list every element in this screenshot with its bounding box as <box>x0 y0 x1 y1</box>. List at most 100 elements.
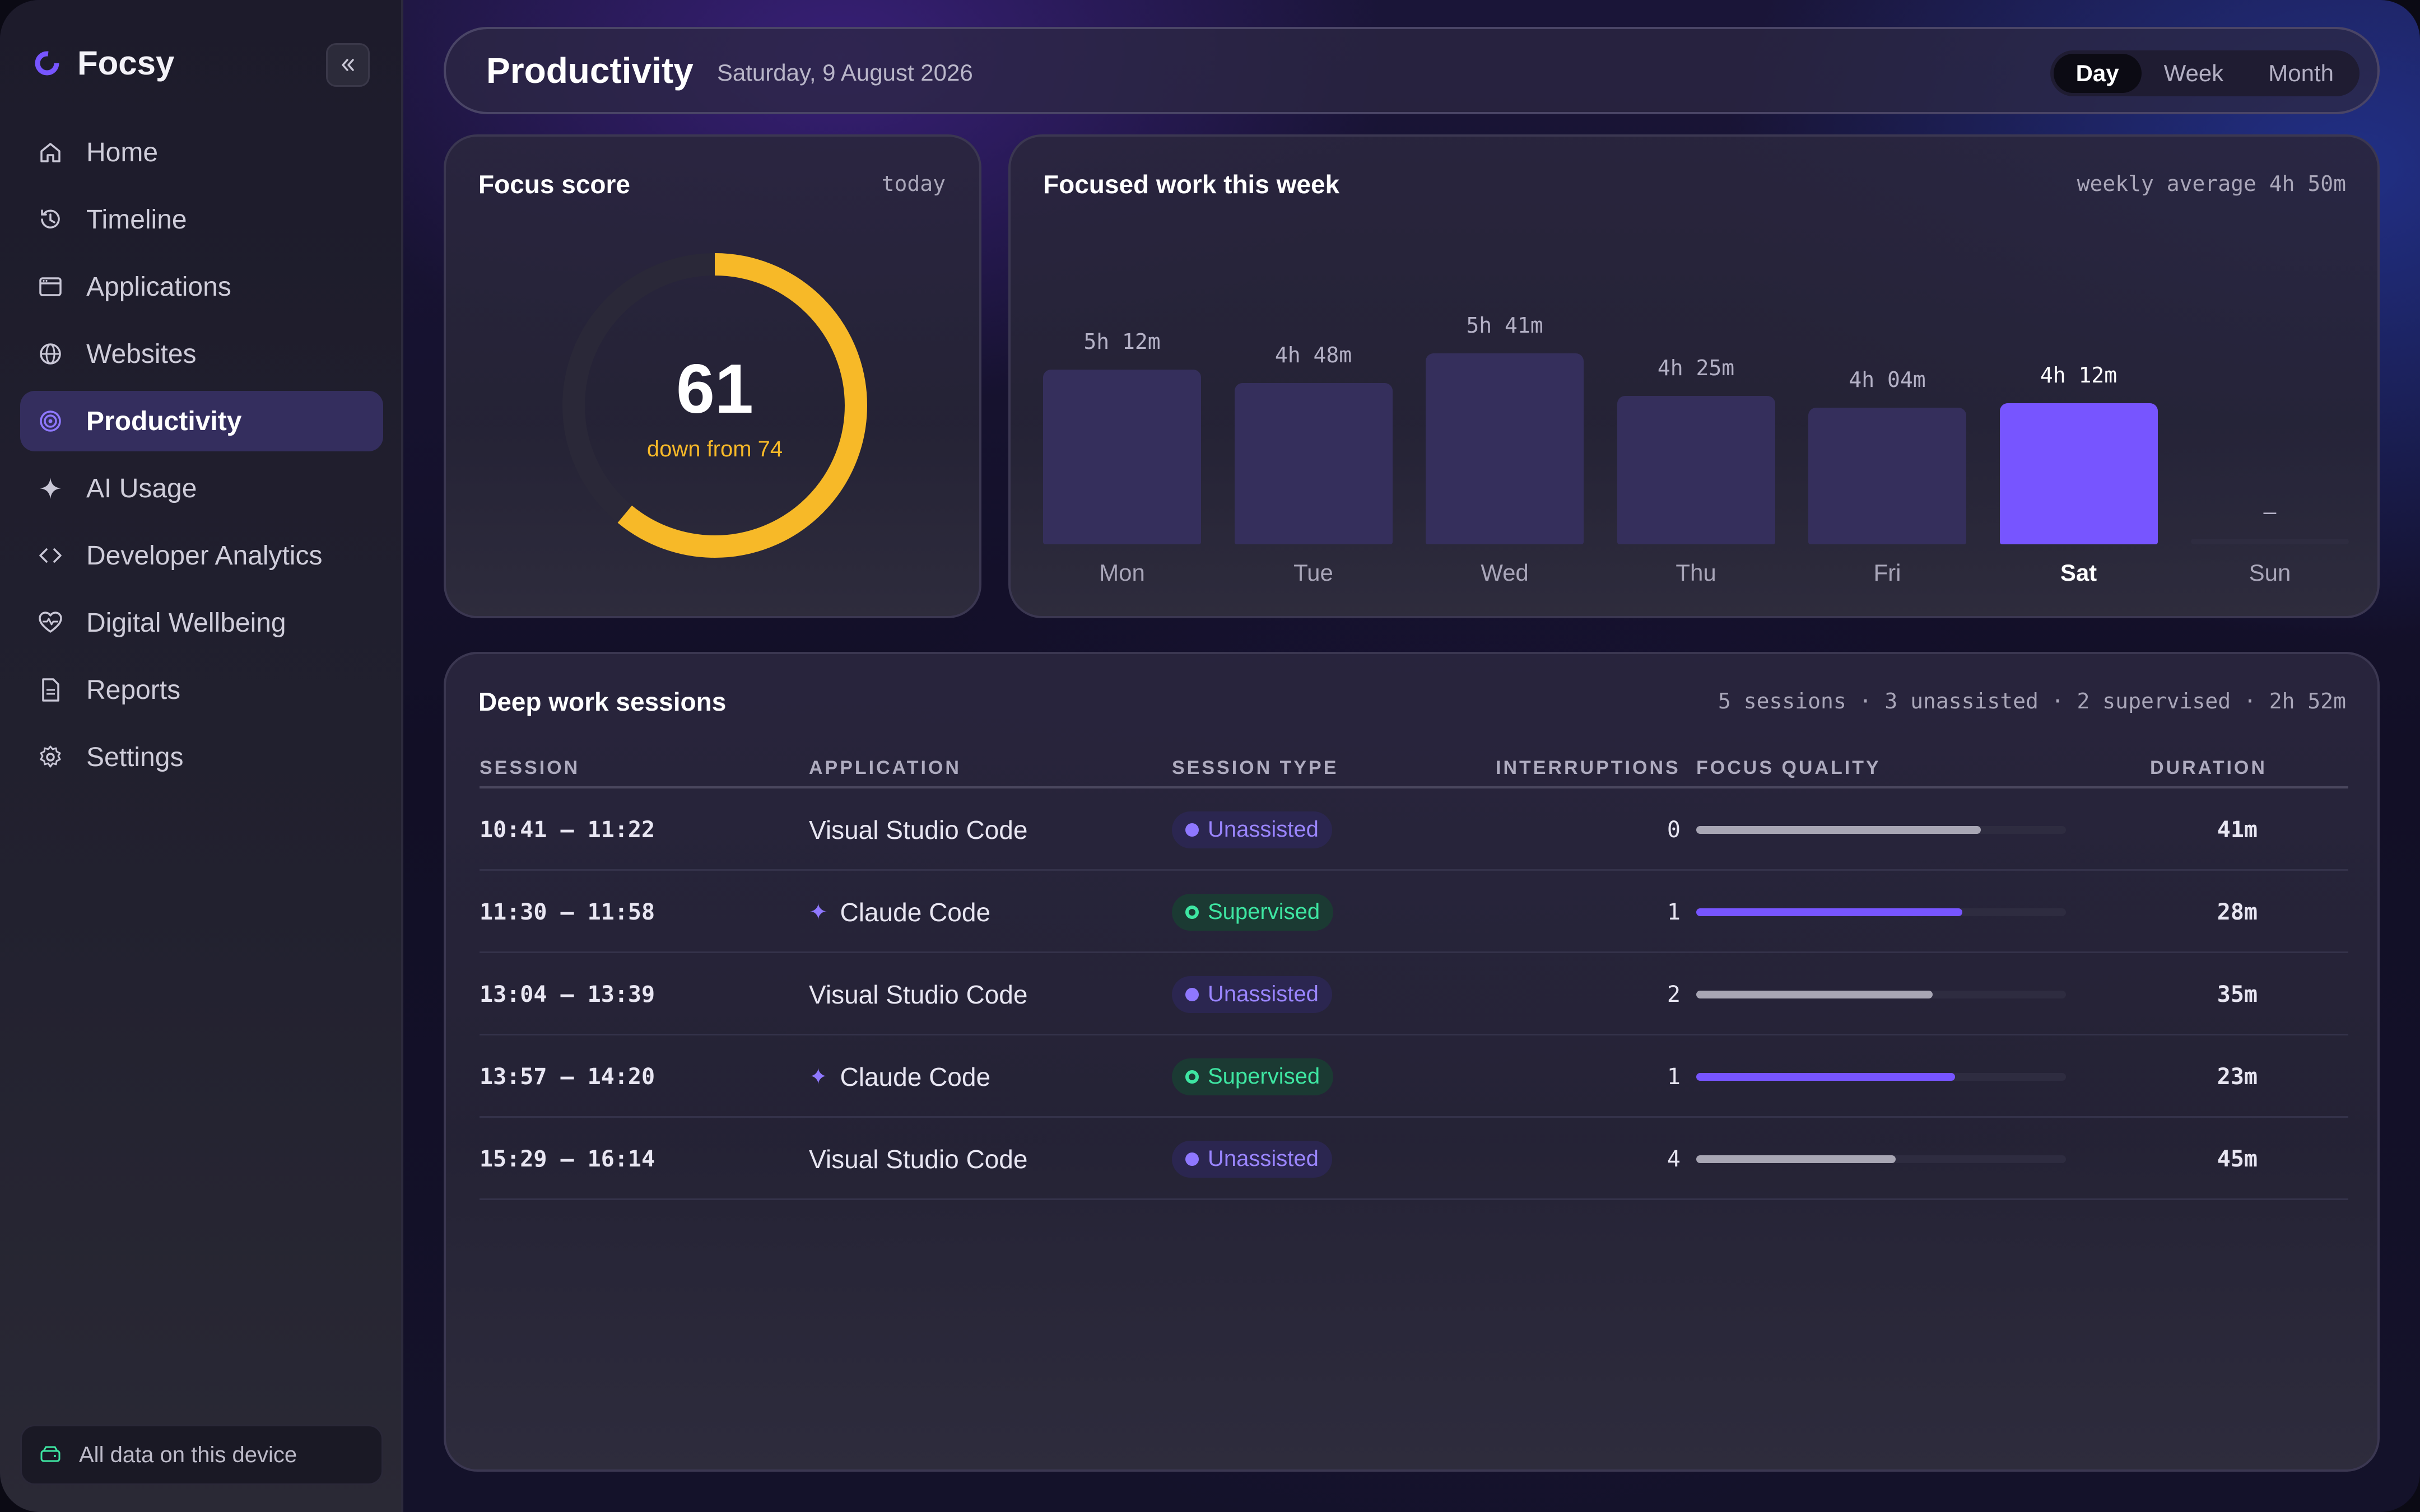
session-time: 13:57 – 14:20 <box>480 1063 655 1090</box>
bar-value-label: 4h 04m <box>1849 367 1926 392</box>
application-name: Visual Studio Code <box>809 979 1028 1009</box>
sidebar-item-label: Applications <box>86 272 231 302</box>
dot-icon <box>1185 823 1199 837</box>
session-application: ✦ Claude Code <box>809 1035 990 1118</box>
focus-quality-bar <box>1696 1155 2066 1163</box>
focus-quality-cell <box>1696 1035 2066 1118</box>
session-time: 13:04 – 13:39 <box>480 981 655 1007</box>
bar-day-label: Sun <box>2249 559 2291 586</box>
session-type-cell: Unassisted <box>1172 1118 1332 1200</box>
focus-quality-fill <box>1696 825 1981 834</box>
session-type-badge: Unassisted <box>1172 976 1332 1013</box>
column-header-session-type[interactable]: SESSION TYPE <box>1172 757 1339 778</box>
range-day-button[interactable]: Day <box>2053 54 2142 93</box>
sparkle-icon: ✦ <box>809 1064 828 1089</box>
session-type-cell: Unassisted <box>1172 788 1332 871</box>
application-name: Claude Code <box>840 897 991 927</box>
sparkle-icon: ✦ <box>809 899 828 925</box>
bar-wed[interactable]: 5h 41m Wed <box>1426 137 1584 620</box>
session-time: 15:29 – 16:14 <box>480 1146 655 1172</box>
history-icon <box>41 209 60 228</box>
application-name: Claude Code <box>840 1062 991 1091</box>
hard-drive-icon <box>40 1446 61 1462</box>
sidebar-item-timeline[interactable]: Timeline <box>20 189 383 250</box>
interruptions-count: 1 <box>1667 1063 1681 1090</box>
focus-quality-bar <box>1696 908 2066 916</box>
column-header-application[interactable]: APPLICATION <box>809 757 961 778</box>
table-row[interactable]: 13:57 – 14:20 ✦ Claude Code Supervised 1 23m <box>480 1035 2348 1118</box>
session-type-label: Supervised <box>1208 1064 1320 1089</box>
table-row[interactable]: 10:41 – 11:22 Visual Studio Code Unassiste… <box>480 788 2348 871</box>
bar-thu[interactable]: 4h 25m Thu <box>1617 137 1775 620</box>
sidebar-item-productivity[interactable]: Productivity <box>20 391 383 451</box>
bar-fri[interactable]: 4h 04m Fri <box>1808 137 1966 620</box>
session-type-badge: Supervised <box>1172 1058 1334 1095</box>
sidebar-item-home[interactable]: Home <box>20 122 383 183</box>
sidebar-item-label: Digital Wellbeing <box>86 608 286 638</box>
column-header-duration[interactable]: DURATION <box>2150 757 2267 778</box>
sidebar-item-ai-usage[interactable]: AI Usage <box>20 458 383 519</box>
interruptions-count: 1 <box>1667 899 1681 925</box>
sidebar-item-label: Timeline <box>86 204 187 235</box>
focus-quality-fill <box>1696 1072 1955 1081</box>
bar-rect <box>1999 403 2158 544</box>
home-icon <box>40 143 61 162</box>
ring-dot-icon <box>1185 1070 1199 1084</box>
session-type-badge: Supervised <box>1172 893 1334 931</box>
column-header-focus-quality[interactable]: FOCUS QUALITY <box>1696 757 1881 778</box>
page-title: Productivity <box>486 50 694 91</box>
sidebar-item-label: Reports <box>86 675 181 705</box>
focus-quality-cell <box>1696 871 2066 953</box>
session-duration: 23m <box>2217 1063 2258 1090</box>
range-month-button[interactable]: Month <box>2268 60 2334 86</box>
bar-day-label: Fri <box>1873 559 1901 586</box>
interruptions-count: 0 <box>1667 816 1681 843</box>
session-duration: 28m <box>2217 899 2258 925</box>
sidebar-item-label: Productivity <box>86 406 242 436</box>
bar-mon[interactable]: 5h 12m Mon <box>1043 137 1201 620</box>
sparkle-icon <box>40 478 61 499</box>
focus-quality-cell <box>1696 1118 2066 1200</box>
dot-icon <box>1185 1152 1199 1166</box>
sidebar-item-applications[interactable]: Applications <box>20 256 383 317</box>
session-application: ✦ Claude Code <box>809 871 990 953</box>
column-header-interruptions[interactable]: INTERRUPTIONS <box>1496 757 1681 778</box>
application-name: Visual Studio Code <box>809 1144 1028 1174</box>
range-toggle: Day Week Month <box>2050 50 2360 96</box>
range-week-button[interactable]: Week <box>2163 60 2224 86</box>
session-duration: 45m <box>2217 1146 2258 1172</box>
interruptions-count: 4 <box>1667 1146 1681 1172</box>
table-row[interactable]: 13:04 – 13:39 Visual Studio Code Unassiste… <box>480 953 2348 1035</box>
bar-tue[interactable]: 4h 48m Tue <box>1234 137 1393 620</box>
bar-value-label: – <box>2263 500 2277 524</box>
sidebar-item-websites[interactable]: Websites <box>20 324 383 384</box>
collapse-sidebar-button[interactable] <box>326 43 370 87</box>
bar-sun[interactable]: – Sun <box>2191 137 2349 620</box>
bar-value-label: 5h 41m <box>1466 313 1543 338</box>
session-duration: 41m <box>2217 816 2258 843</box>
table-row[interactable]: 15:29 – 16:14 Visual Studio Code Unassiste… <box>480 1118 2348 1200</box>
bar-day-label: Tue <box>1293 559 1333 586</box>
sidebar-item-label: AI Usage <box>86 473 197 503</box>
session-time: 10:41 – 11:22 <box>480 816 655 843</box>
sidebar-item-developer-analytics[interactable]: Developer Analytics <box>20 525 383 586</box>
column-header-session[interactable]: SESSION <box>480 757 580 778</box>
gear-icon <box>40 745 61 768</box>
focus-quality-fill <box>1696 908 1962 916</box>
sidebar-item-digital-wellbeing[interactable]: Digital Wellbeing <box>20 592 383 653</box>
sidebar-item-settings[interactable]: Settings <box>20 727 383 787</box>
bar-rect <box>1617 396 1775 544</box>
session-type-label: Unassisted <box>1208 982 1319 1006</box>
brand[interactable]: Focsy <box>34 44 174 82</box>
focus-score-period: today <box>881 171 946 196</box>
sessions-title: Deep work sessions <box>478 687 727 716</box>
sessions-table: SESSION APPLICATION SESSION TYPE INTERRU… <box>480 755 2348 1200</box>
bar-rect <box>1426 353 1584 544</box>
focus-score-card: Focus score today 61 down from 74 <box>444 134 981 618</box>
table-row[interactable]: 11:30 – 11:58 ✦ Claude Code Supervised 1 28m <box>480 871 2348 953</box>
brand-logo-icon <box>35 51 59 75</box>
table-header: SESSION APPLICATION SESSION TYPE INTERRU… <box>480 755 2348 788</box>
globe-icon <box>40 343 61 365</box>
bar-sat[interactable]: 4h 12m Sat <box>1999 137 2158 620</box>
sidebar-item-reports[interactable]: Reports <box>20 660 383 720</box>
